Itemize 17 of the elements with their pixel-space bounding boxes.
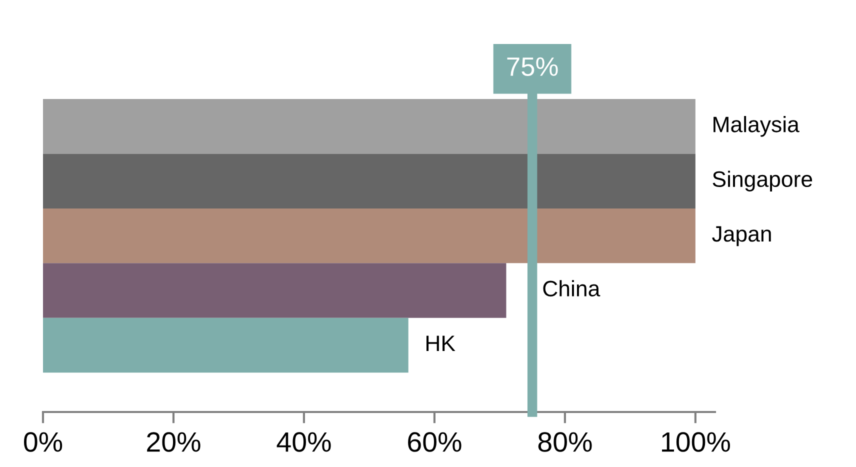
bar (43, 154, 696, 208)
y-tick-label: HK (426, 336, 456, 351)
x-tick-label: 80% (538, 432, 592, 452)
y-tick-label: Singapore (712, 170, 812, 192)
x-tick-label: 20% (147, 432, 200, 452)
bar (43, 208, 696, 264)
x-tick-label: 100% (662, 432, 730, 452)
x-tick-label: 40% (276, 432, 331, 452)
x-tick-label: 60% (408, 432, 462, 452)
x-tick-label: 0% (24, 432, 62, 452)
bar (43, 99, 696, 154)
bar (43, 318, 408, 373)
bar (43, 263, 506, 318)
y-tick-label: Japan (712, 226, 771, 246)
ref-line-label: 75% (507, 57, 558, 76)
y-tick-label: China (543, 280, 600, 296)
y-tick-label: Malaysia (714, 116, 800, 137)
